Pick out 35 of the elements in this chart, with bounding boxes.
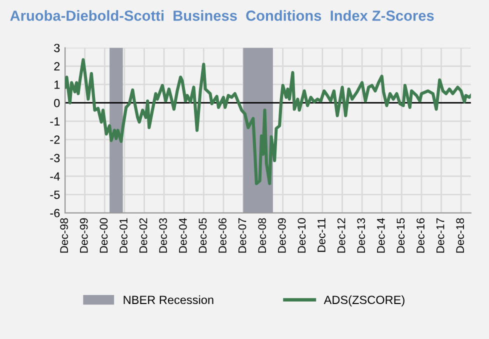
chart-title: Aruoba-Diebold-Scotti Business Conditions Index Z-Scores xyxy=(10,10,434,21)
y-tick-label: 3 xyxy=(54,44,60,52)
legend-label: ADS(ZSCORE) xyxy=(324,295,404,306)
y-tick-label: -1 xyxy=(50,117,60,126)
x-tick-label: Dec-06 xyxy=(218,218,226,253)
x-tick-label: Dec-07 xyxy=(238,218,246,253)
legend-label: NBER Recession xyxy=(124,295,214,304)
y-tick-label: 1 xyxy=(54,80,60,89)
x-tick-label: Dec-99 xyxy=(80,218,88,253)
x-tick-label: Dec-16 xyxy=(416,218,424,253)
x-tick-label: Dec-12 xyxy=(337,218,346,253)
x-tick-label: Dec-15 xyxy=(396,218,405,253)
x-tick-label: Dec-02 xyxy=(139,218,148,253)
x-tick-label: Dec-11 xyxy=(318,218,326,252)
x-tick-label: Dec-01 xyxy=(120,218,128,253)
x-tick-label: Dec-08 xyxy=(258,218,266,253)
y-tick-label: -5 xyxy=(50,190,60,199)
x-tick-label: Dec-09 xyxy=(278,218,286,253)
y-tick-label: -2 xyxy=(50,136,60,144)
y-tick-label: -3 xyxy=(50,154,60,162)
x-tick-label: Dec-14 xyxy=(377,218,385,253)
y-tick-label: 0 xyxy=(54,98,60,108)
x-tick-label: Dec-05 xyxy=(198,218,207,253)
x-tick-label: Dec-00 xyxy=(100,218,108,253)
y-tick-label: -4 xyxy=(50,172,60,180)
y-tick-label: -6 xyxy=(50,208,60,218)
y-tick-label: 2 xyxy=(54,62,60,70)
x-tick-label: Dec-10 xyxy=(298,218,306,253)
x-tick-label: Dec-17 xyxy=(436,218,444,253)
x-tick-label: Dec-13 xyxy=(357,218,366,253)
line-series xyxy=(65,58,471,186)
x-tick-label: Dec-03 xyxy=(159,218,168,253)
x-tick-label: Dec-18 xyxy=(456,218,464,253)
x-tick-label: Dec-98 xyxy=(60,218,68,253)
x-tick-label: Dec-04 xyxy=(178,218,187,253)
